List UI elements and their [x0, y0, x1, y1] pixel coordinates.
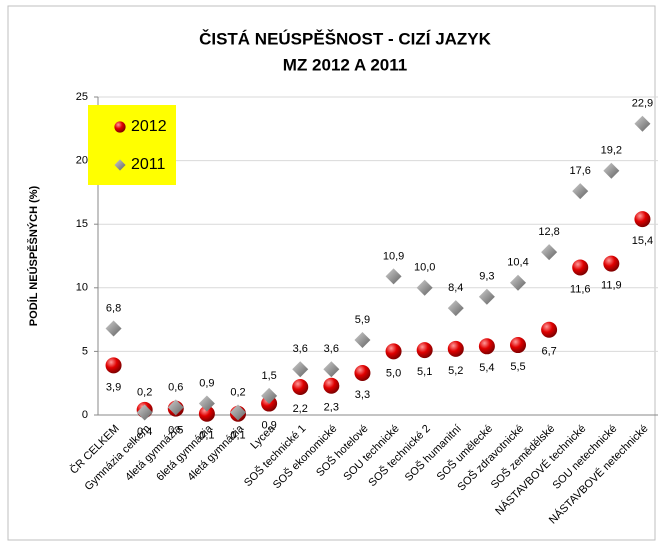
- chart-title: ČISTÁ NEÚSPĚŠNOST - CIZÍ JAZYK: [199, 29, 492, 48]
- data-label: 0,1: [199, 430, 214, 442]
- point: [541, 321, 558, 338]
- data-label: 0,2: [230, 386, 245, 398]
- y-axis-label: PODÍL NEÚSPĚŠNÝCH (%): [27, 185, 40, 326]
- data-label: 5,9: [355, 314, 370, 326]
- legend-label: 2012: [131, 118, 167, 135]
- y-tick-label: 0: [82, 409, 88, 421]
- data-label: 3,3: [355, 389, 370, 401]
- point: [292, 361, 309, 378]
- data-label: 5,2: [448, 365, 463, 377]
- point: [478, 338, 495, 355]
- point: [105, 357, 122, 374]
- data-label: 0,2: [137, 386, 152, 398]
- point: [385, 343, 402, 360]
- data-label: 17,6: [570, 165, 591, 177]
- point: [478, 288, 495, 305]
- point: [447, 340, 464, 357]
- point: [261, 387, 278, 404]
- data-label: 5,4: [479, 362, 494, 374]
- data-label: 8,4: [448, 282, 463, 294]
- data-label: 5,1: [417, 366, 432, 378]
- point: [603, 162, 620, 179]
- point: [198, 395, 215, 412]
- data-label: 19,2: [601, 145, 622, 157]
- legend-box: [88, 105, 176, 185]
- data-label: 1,5: [261, 370, 276, 382]
- y-tick-label: 20: [76, 155, 88, 167]
- point: [447, 300, 464, 317]
- point: [198, 405, 215, 422]
- point: [292, 379, 309, 396]
- chart-border: [7, 5, 656, 541]
- data-label: 10,9: [383, 250, 404, 262]
- point: [603, 255, 620, 272]
- data-label: 11,9: [601, 280, 622, 292]
- point: [167, 399, 184, 416]
- legend-label: 2011: [131, 156, 166, 173]
- data-label: 15,4: [632, 235, 653, 247]
- data-label: 3,6: [324, 343, 339, 355]
- point: [634, 115, 651, 132]
- data-label: 0,6: [168, 381, 183, 393]
- data-label: 0,5: [168, 425, 183, 437]
- data-label: 12,8: [538, 226, 559, 238]
- chart-subtitle: MZ 2012 A 2011: [283, 55, 407, 74]
- data-label: 11,6: [570, 283, 591, 295]
- data-label: 0,9: [261, 419, 276, 431]
- data-label: 9,3: [479, 271, 494, 283]
- point: [572, 259, 589, 276]
- point: [136, 404, 153, 421]
- data-label: 2,2: [293, 403, 308, 415]
- data-label: 5,0: [386, 367, 401, 379]
- y-tick-label: 25: [76, 91, 88, 103]
- data-label: 3,9: [106, 381, 121, 393]
- legend-marker: [114, 121, 126, 133]
- data-label: 0,4: [137, 426, 152, 438]
- point: [323, 377, 340, 394]
- point: [105, 320, 122, 337]
- data-label: 10,0: [414, 262, 435, 274]
- data-label: 2,3: [324, 402, 339, 414]
- data-label: 3,6: [293, 343, 308, 355]
- data-label: 0,9: [199, 377, 214, 389]
- point: [510, 337, 526, 354]
- point: [416, 279, 433, 296]
- point: [572, 183, 589, 200]
- point: [416, 342, 433, 359]
- point: [510, 274, 526, 291]
- data-label: 6,8: [106, 302, 121, 314]
- y-tick-label: 15: [76, 218, 88, 230]
- data-label: 6,7: [541, 346, 556, 358]
- point: [354, 365, 371, 382]
- data-label: 22,9: [632, 98, 653, 110]
- data-label: 0,1: [230, 430, 245, 442]
- data-label: 5,5: [510, 361, 525, 373]
- point: [634, 211, 651, 228]
- y-tick-label: 5: [82, 345, 88, 357]
- point: [385, 268, 402, 285]
- data-label: 10,4: [507, 257, 528, 269]
- y-tick-label: 10: [76, 282, 88, 294]
- point: [323, 361, 340, 378]
- point: [354, 331, 371, 348]
- point: [230, 404, 246, 421]
- point: [541, 244, 558, 261]
